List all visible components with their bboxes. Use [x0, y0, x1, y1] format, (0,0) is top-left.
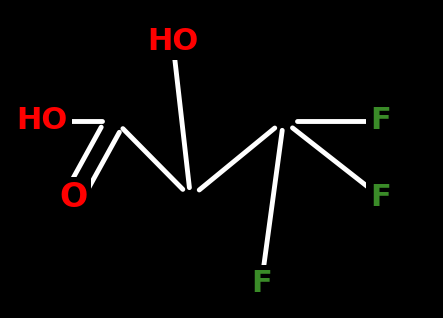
Text: F: F: [371, 183, 391, 212]
Text: F: F: [371, 106, 391, 135]
Text: HO: HO: [16, 106, 68, 135]
Text: HO: HO: [147, 27, 198, 56]
Text: F: F: [251, 269, 272, 298]
Text: O: O: [59, 181, 87, 214]
